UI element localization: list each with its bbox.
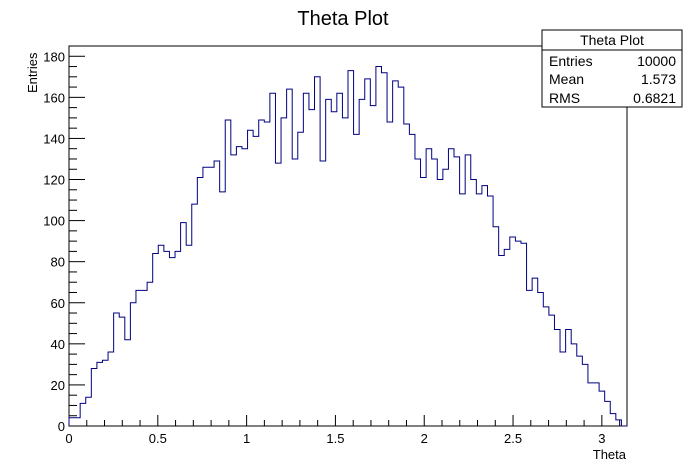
y-tick-label: 20 — [51, 378, 65, 393]
y-tick-label: 40 — [51, 337, 65, 352]
x-axis-label: Theta — [593, 447, 627, 462]
y-tick-label: 0 — [58, 419, 65, 434]
x-tick-label: 0.5 — [149, 431, 167, 446]
chart-title: Theta Plot — [297, 8, 389, 30]
stats-box: Theta Plot Entries 10000 Mean 1.573 RMS … — [541, 29, 683, 108]
stats-mean-value: 1.573 — [641, 71, 676, 87]
y-axis-label: Entries — [25, 52, 40, 93]
x-tick-label: 0 — [65, 431, 72, 446]
y-tick-label: 100 — [43, 214, 65, 229]
stats-mean-label: Mean — [549, 71, 584, 87]
y-tick-label: 140 — [43, 131, 65, 146]
x-tick-label: 3 — [598, 431, 605, 446]
stats-rms-value: 0.6821 — [633, 90, 676, 106]
histogram-line — [68, 66, 627, 427]
y-tick-label: 160 — [43, 90, 65, 105]
y-tick-label: 180 — [43, 49, 65, 64]
plot-frame — [68, 45, 628, 427]
x-tick-label: 1 — [243, 431, 250, 446]
y-tick-label: 80 — [51, 255, 65, 270]
y-tick-label: 60 — [51, 296, 65, 311]
x-tick-label: 1.5 — [326, 431, 344, 446]
stats-title: Theta Plot — [580, 32, 644, 48]
stats-entries-value: 10000 — [637, 53, 676, 69]
axis-ticks: 0 0.5 1 1.5 2 2.5 3 0 20 40 60 80 100 120 140 160 180 — [43, 45, 621, 446]
y-tick-label: 120 — [43, 173, 65, 188]
x-tick-label: 2 — [421, 431, 428, 446]
stats-rms-label: RMS — [549, 90, 580, 106]
x-tick-label: 2.5 — [504, 431, 522, 446]
stats-entries-label: Entries — [549, 53, 593, 69]
